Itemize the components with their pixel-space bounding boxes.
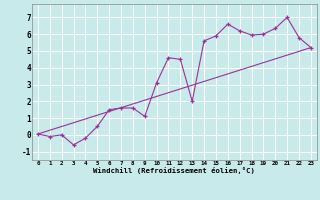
X-axis label: Windchill (Refroidissement éolien,°C): Windchill (Refroidissement éolien,°C): [93, 167, 255, 174]
